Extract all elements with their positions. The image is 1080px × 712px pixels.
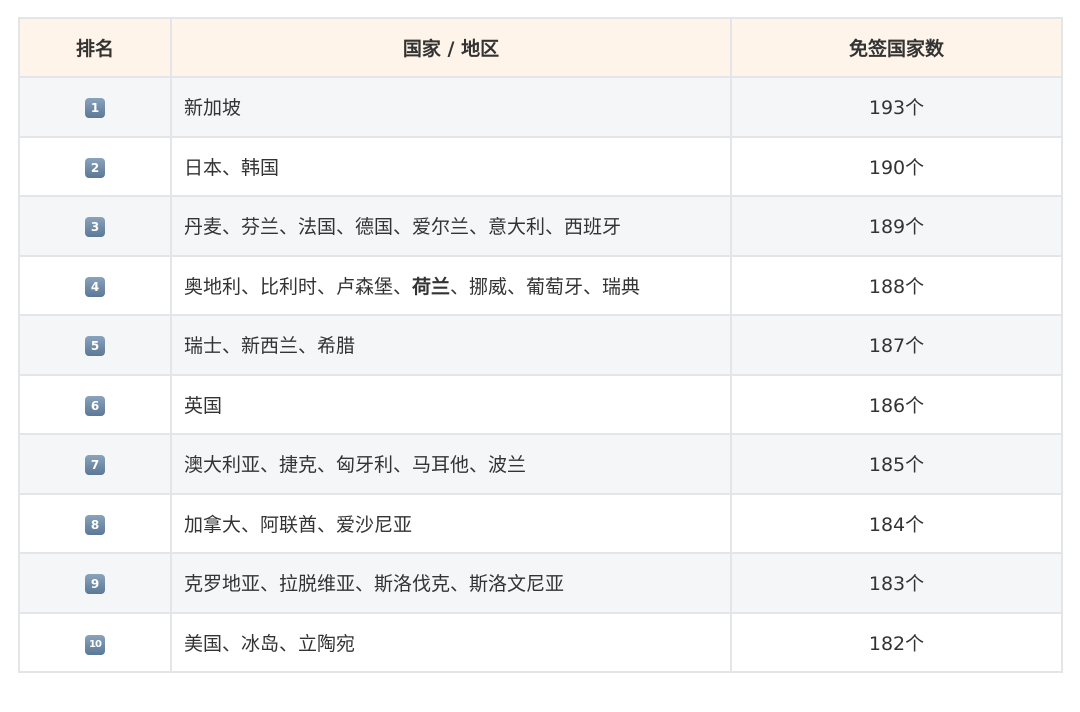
country-text: 丹麦、芬兰、法国、德国、爱尔兰、意大利、西班牙: [184, 216, 622, 239]
keycap-number-icon: 5: [85, 336, 105, 357]
rank-cell: 6: [18, 373, 172, 435]
rank-cell: 3: [18, 195, 172, 257]
rank-cell: 10: [18, 611, 172, 673]
table-row: 1 新加坡 193个: [18, 76, 1063, 138]
table-row: 4 奥地利、比利时、卢森堡、荷兰、挪威、葡萄牙、瑞典 188个: [18, 254, 1063, 316]
keycap-number-icon: 3: [85, 217, 105, 238]
country-cell: 澳大利亚、捷克、匈牙利、马耳他、波兰: [170, 433, 732, 495]
country-text: 新加坡: [184, 97, 242, 120]
table-row: 5 瑞士、新西兰、希腊 187个: [18, 314, 1063, 376]
country-cell: 日本、韩国: [170, 135, 732, 197]
visa-free-ranking-table: 排名 国家 / 地区 免签国家数 1 新加坡 193个 2 日本、韩国 190个 3…: [18, 17, 1063, 673]
table-header: 排名 国家 / 地区 免签国家数: [18, 17, 1063, 78]
table-row: 2 日本、韩国 190个: [18, 135, 1063, 197]
country-cell: 丹麦、芬兰、法国、德国、爱尔兰、意大利、西班牙: [170, 195, 732, 257]
count-cell: 183个: [730, 552, 1063, 614]
count-cell: 190个: [730, 135, 1063, 197]
rank-cell: 7: [18, 433, 172, 495]
table-row: 6 英国 186个: [18, 373, 1063, 435]
header-country: 国家 / 地区: [170, 17, 732, 78]
rank-cell: 2: [18, 135, 172, 197]
count-cell: 186个: [730, 373, 1063, 435]
header-rank: 排名: [18, 17, 172, 78]
header-count: 免签国家数: [730, 17, 1063, 78]
keycap-number-icon: 1: [85, 98, 105, 119]
country-text: 英国: [184, 394, 223, 417]
count-cell: 193个: [730, 76, 1063, 138]
table-row: 7 澳大利亚、捷克、匈牙利、马耳他、波兰 185个: [18, 433, 1063, 495]
country-text: 日本、韩国: [184, 156, 280, 179]
country-text-rest: 、挪威、葡萄牙、瑞典: [450, 275, 641, 298]
country-text: 美国、冰岛、立陶宛: [184, 632, 356, 655]
country-cell: 加拿大、阿联酋、爱沙尼亚: [170, 492, 732, 554]
count-cell: 187个: [730, 314, 1063, 376]
keycap-number-icon: 2: [85, 157, 105, 178]
country-cell: 克罗地亚、拉脱维亚、斯洛伐克、斯洛文尼亚: [170, 552, 732, 614]
country-text: 澳大利亚、捷克、匈牙利、马耳他、波兰: [184, 454, 527, 477]
country-text: 克罗地亚、拉脱维亚、斯洛伐克、斯洛文尼亚: [184, 573, 565, 596]
country-text-bold: 荷兰: [412, 275, 451, 298]
country-cell: 奥地利、比利时、卢森堡、荷兰、挪威、葡萄牙、瑞典: [170, 254, 732, 316]
country-text: 奥地利、比利时、卢森堡、: [184, 275, 413, 298]
table-row: 9 克罗地亚、拉脱维亚、斯洛伐克、斯洛文尼亚 183个: [18, 552, 1063, 614]
country-text: 加拿大、阿联酋、爱沙尼亚: [184, 513, 413, 536]
rank-cell: 4: [18, 254, 172, 316]
country-cell: 美国、冰岛、立陶宛: [170, 611, 732, 673]
keycap-number-icon: 4: [85, 276, 105, 297]
country-cell: 英国: [170, 373, 732, 435]
keycap-number-icon: 8: [85, 514, 105, 535]
count-cell: 185个: [730, 433, 1063, 495]
keycap-number-icon: 7: [85, 455, 105, 476]
keycap-number-icon: 10: [85, 634, 105, 655]
count-cell: 188个: [730, 254, 1063, 316]
count-cell: 184个: [730, 492, 1063, 554]
rank-cell: 8: [18, 492, 172, 554]
count-cell: 182个: [730, 611, 1063, 673]
table-row: 10 美国、冰岛、立陶宛 182个: [18, 611, 1063, 673]
keycap-number-icon: 9: [85, 574, 105, 595]
country-cell: 新加坡: [170, 76, 732, 138]
rank-cell: 1: [18, 76, 172, 138]
country-text: 瑞士、新西兰、希腊: [184, 335, 356, 358]
rank-cell: 9: [18, 552, 172, 614]
keycap-number-icon: 6: [85, 395, 105, 416]
count-cell: 189个: [730, 195, 1063, 257]
rank-cell: 5: [18, 314, 172, 376]
table-row: 3 丹麦、芬兰、法国、德国、爱尔兰、意大利、西班牙 189个: [18, 195, 1063, 257]
table-row: 8 加拿大、阿联酋、爱沙尼亚 184个: [18, 492, 1063, 554]
country-cell: 瑞士、新西兰、希腊: [170, 314, 732, 376]
